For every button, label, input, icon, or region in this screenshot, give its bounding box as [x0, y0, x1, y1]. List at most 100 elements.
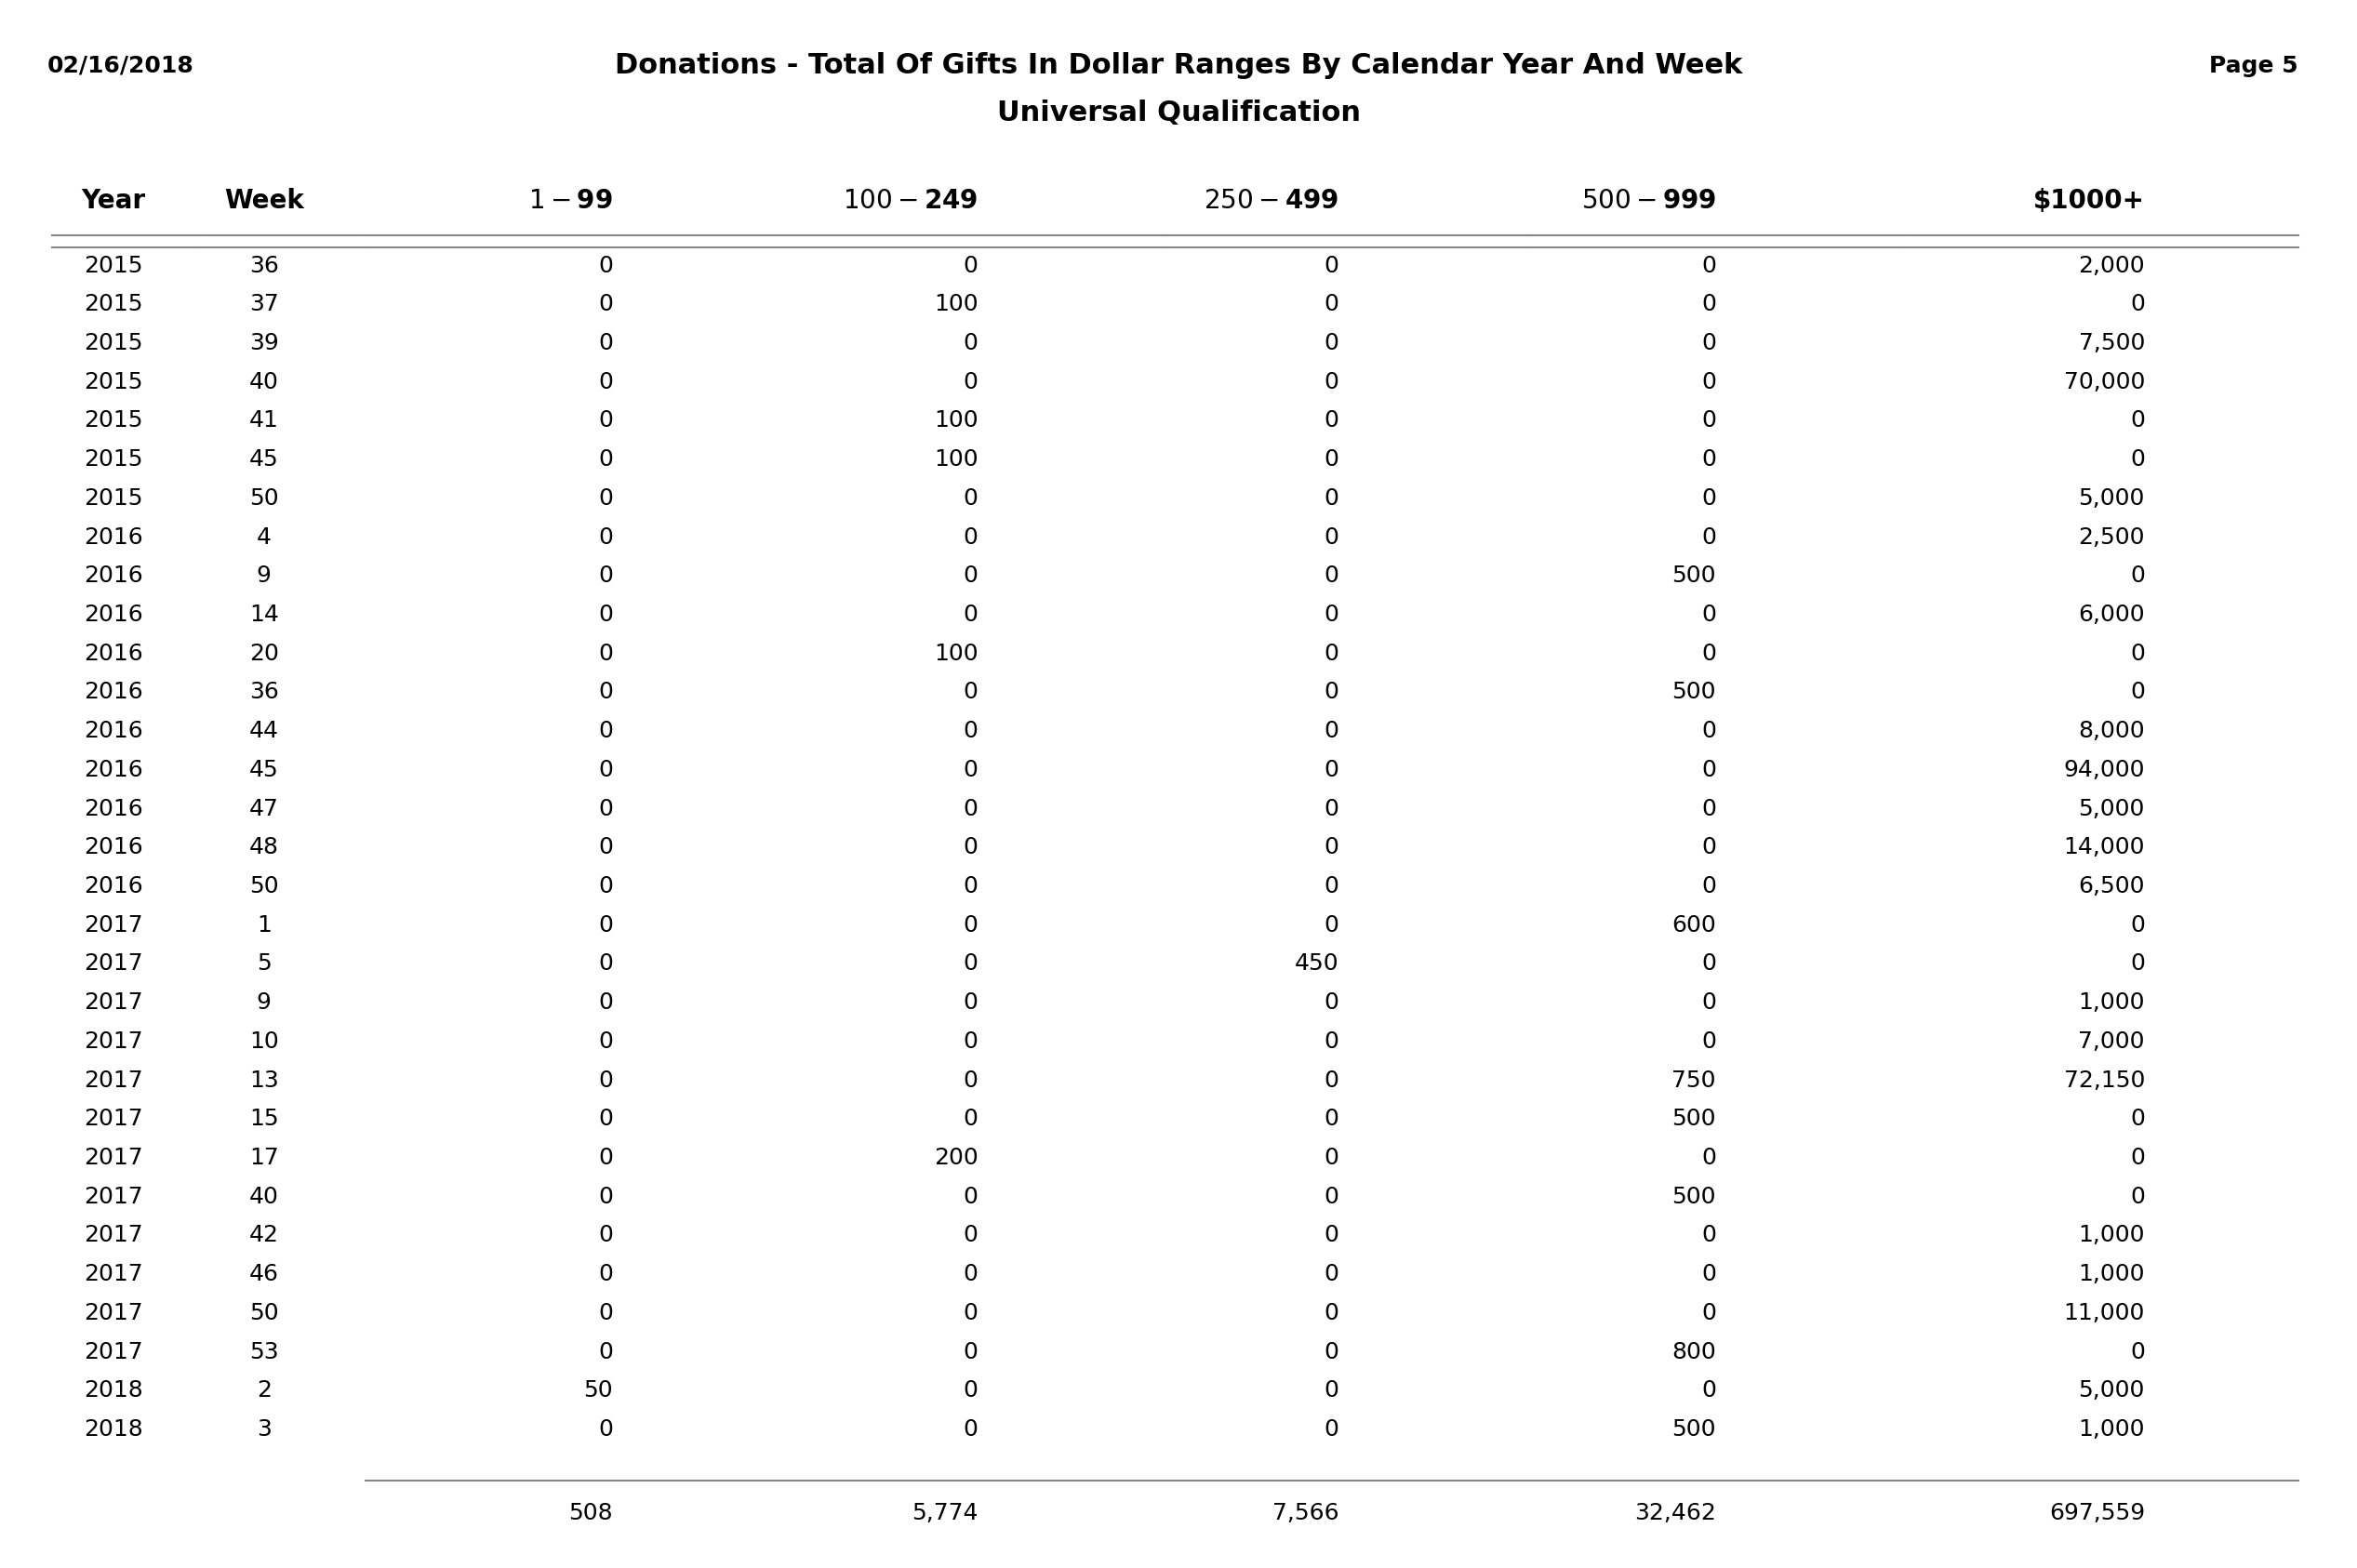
Text: 500: 500 [1671, 1109, 1716, 1131]
Text: Donations - Total Of Gifts In Dollar Ranges By Calendar Year And Week: Donations - Total Of Gifts In Dollar Ran… [615, 52, 1742, 80]
Text: 0: 0 [599, 914, 613, 936]
Text: 0: 0 [599, 1264, 613, 1286]
Text: 0: 0 [1702, 293, 1716, 315]
Text: 2017: 2017 [82, 1264, 144, 1286]
Text: 0: 0 [1702, 254, 1716, 276]
Text: $500 - $999: $500 - $999 [1582, 188, 1716, 213]
Text: 2016: 2016 [82, 604, 144, 626]
Text: 7,500: 7,500 [2079, 332, 2145, 354]
Text: 2017: 2017 [82, 1185, 144, 1207]
Text: 2017: 2017 [82, 1225, 144, 1247]
Text: 2016: 2016 [82, 875, 144, 897]
Text: 0: 0 [599, 1225, 613, 1247]
Text: Week: Week [224, 188, 304, 213]
Text: 0: 0 [1325, 448, 1339, 470]
Text: 0: 0 [964, 1069, 978, 1091]
Text: 7,566: 7,566 [1273, 1502, 1339, 1524]
Text: 2016: 2016 [82, 798, 144, 820]
Text: Universal Qualification: Universal Qualification [997, 99, 1360, 127]
Text: $1000+: $1000+ [2034, 188, 2145, 213]
Text: 0: 0 [1325, 914, 1339, 936]
Text: 0: 0 [1702, 1301, 1716, 1325]
Text: 0: 0 [1702, 1030, 1716, 1052]
Text: 0: 0 [964, 1185, 978, 1207]
Text: 2: 2 [257, 1380, 271, 1402]
Text: 0: 0 [1325, 1264, 1339, 1286]
Text: 0: 0 [2131, 448, 2145, 470]
Text: 37: 37 [250, 293, 278, 315]
Text: 0: 0 [964, 1419, 978, 1441]
Text: 32,462: 32,462 [1633, 1502, 1716, 1524]
Text: 0: 0 [1702, 991, 1716, 1014]
Text: 0: 0 [964, 914, 978, 936]
Text: 1,000: 1,000 [2079, 1264, 2145, 1286]
Text: 2017: 2017 [82, 1146, 144, 1170]
Text: 50: 50 [250, 488, 278, 510]
Text: $100 - $249: $100 - $249 [844, 188, 978, 213]
Text: 0: 0 [1325, 836, 1339, 859]
Text: 0: 0 [964, 1380, 978, 1402]
Text: 750: 750 [1671, 1069, 1716, 1091]
Text: 36: 36 [250, 681, 278, 704]
Text: 2018: 2018 [82, 1380, 144, 1402]
Text: 2016: 2016 [82, 836, 144, 859]
Text: 0: 0 [964, 836, 978, 859]
Text: 0: 0 [2131, 1109, 2145, 1131]
Text: 2017: 2017 [82, 1341, 144, 1363]
Text: 40: 40 [250, 1185, 278, 1207]
Text: 0: 0 [599, 1069, 613, 1091]
Text: 0: 0 [1702, 953, 1716, 975]
Text: 0: 0 [964, 875, 978, 897]
Text: 2016: 2016 [82, 681, 144, 704]
Text: 0: 0 [599, 991, 613, 1014]
Text: 0: 0 [1325, 1419, 1339, 1441]
Text: 2017: 2017 [82, 1069, 144, 1091]
Text: 6,500: 6,500 [2079, 875, 2145, 897]
Text: 2,500: 2,500 [2079, 525, 2145, 549]
Text: 70,000: 70,000 [2065, 370, 2145, 394]
Text: 0: 0 [599, 681, 613, 704]
Text: 36: 36 [250, 254, 278, 276]
Text: 39: 39 [250, 332, 278, 354]
Text: 0: 0 [964, 953, 978, 975]
Text: 0: 0 [1325, 798, 1339, 820]
Text: 0: 0 [2131, 953, 2145, 975]
Text: Year: Year [80, 188, 146, 213]
Text: 53: 53 [250, 1341, 278, 1363]
Text: 2016: 2016 [82, 564, 144, 586]
Text: 0: 0 [1702, 1146, 1716, 1170]
Text: 0: 0 [1702, 370, 1716, 394]
Text: 0: 0 [964, 370, 978, 394]
Text: 0: 0 [964, 1109, 978, 1131]
Text: 15: 15 [250, 1109, 278, 1131]
Text: 0: 0 [2131, 681, 2145, 704]
Text: 5,000: 5,000 [2079, 488, 2145, 510]
Text: 0: 0 [599, 836, 613, 859]
Text: 0: 0 [2131, 409, 2145, 431]
Text: 0: 0 [1702, 836, 1716, 859]
Text: 450: 450 [1294, 953, 1339, 975]
Text: 697,559: 697,559 [2048, 1502, 2145, 1524]
Text: 0: 0 [1702, 448, 1716, 470]
Text: 4: 4 [257, 525, 271, 549]
Text: 2017: 2017 [82, 1301, 144, 1325]
Text: 0: 0 [1325, 720, 1339, 742]
Text: Page 5: Page 5 [2209, 55, 2298, 77]
Text: 100: 100 [933, 409, 978, 431]
Text: 0: 0 [599, 798, 613, 820]
Text: 0: 0 [599, 1030, 613, 1052]
Text: 50: 50 [250, 1301, 278, 1325]
Text: 17: 17 [250, 1146, 278, 1170]
Text: 94,000: 94,000 [2062, 759, 2145, 781]
Text: 0: 0 [599, 293, 613, 315]
Text: 0: 0 [964, 720, 978, 742]
Text: 0: 0 [1325, 1301, 1339, 1325]
Text: 0: 0 [1702, 875, 1716, 897]
Text: 50: 50 [585, 1380, 613, 1402]
Text: 0: 0 [599, 332, 613, 354]
Text: 5,774: 5,774 [912, 1502, 978, 1524]
Text: 0: 0 [1702, 332, 1716, 354]
Text: $250 - $499: $250 - $499 [1204, 188, 1339, 213]
Text: 0: 0 [599, 759, 613, 781]
Text: 0: 0 [2131, 293, 2145, 315]
